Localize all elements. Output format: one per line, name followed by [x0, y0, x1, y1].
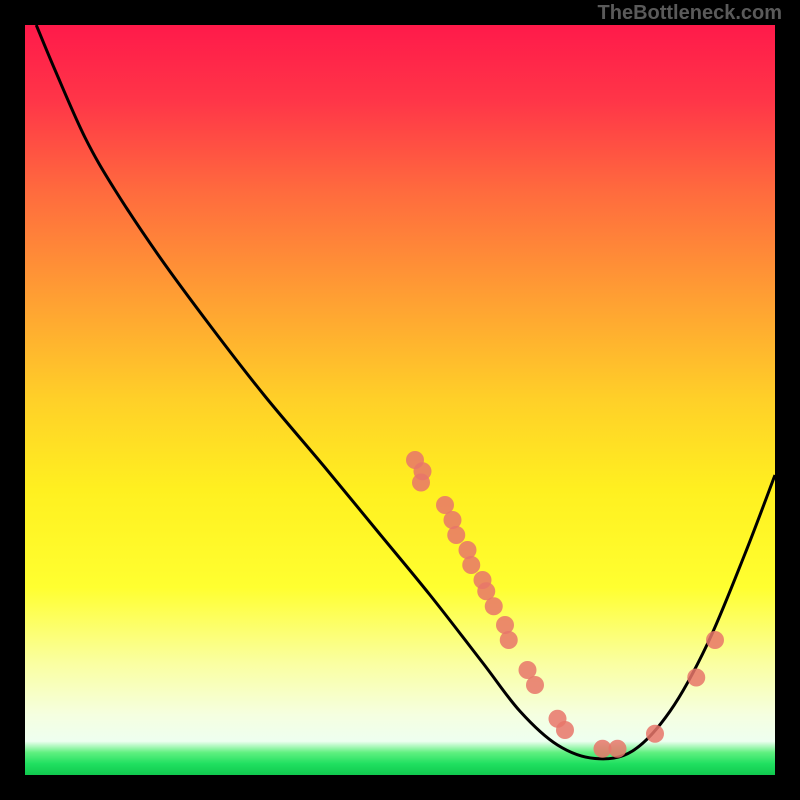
scatter-point: [459, 541, 477, 559]
scatter-point: [556, 721, 574, 739]
scatter-point: [447, 526, 465, 544]
scatter-point: [412, 474, 430, 492]
chart-curve-layer: [25, 25, 775, 775]
scatter-point: [485, 597, 503, 615]
scatter-point: [706, 631, 724, 649]
scatter-points-group: [406, 451, 724, 758]
watermark-text: TheBottleneck.com: [598, 2, 782, 25]
scatter-point: [646, 725, 664, 743]
scatter-point: [496, 616, 514, 634]
bottleneck-curve: [36, 25, 775, 759]
scatter-point: [444, 511, 462, 529]
scatter-point: [687, 669, 705, 687]
scatter-point: [500, 631, 518, 649]
scatter-point: [609, 740, 627, 758]
bottleneck-chart: [25, 25, 775, 775]
scatter-point: [526, 676, 544, 694]
scatter-point: [462, 556, 480, 574]
